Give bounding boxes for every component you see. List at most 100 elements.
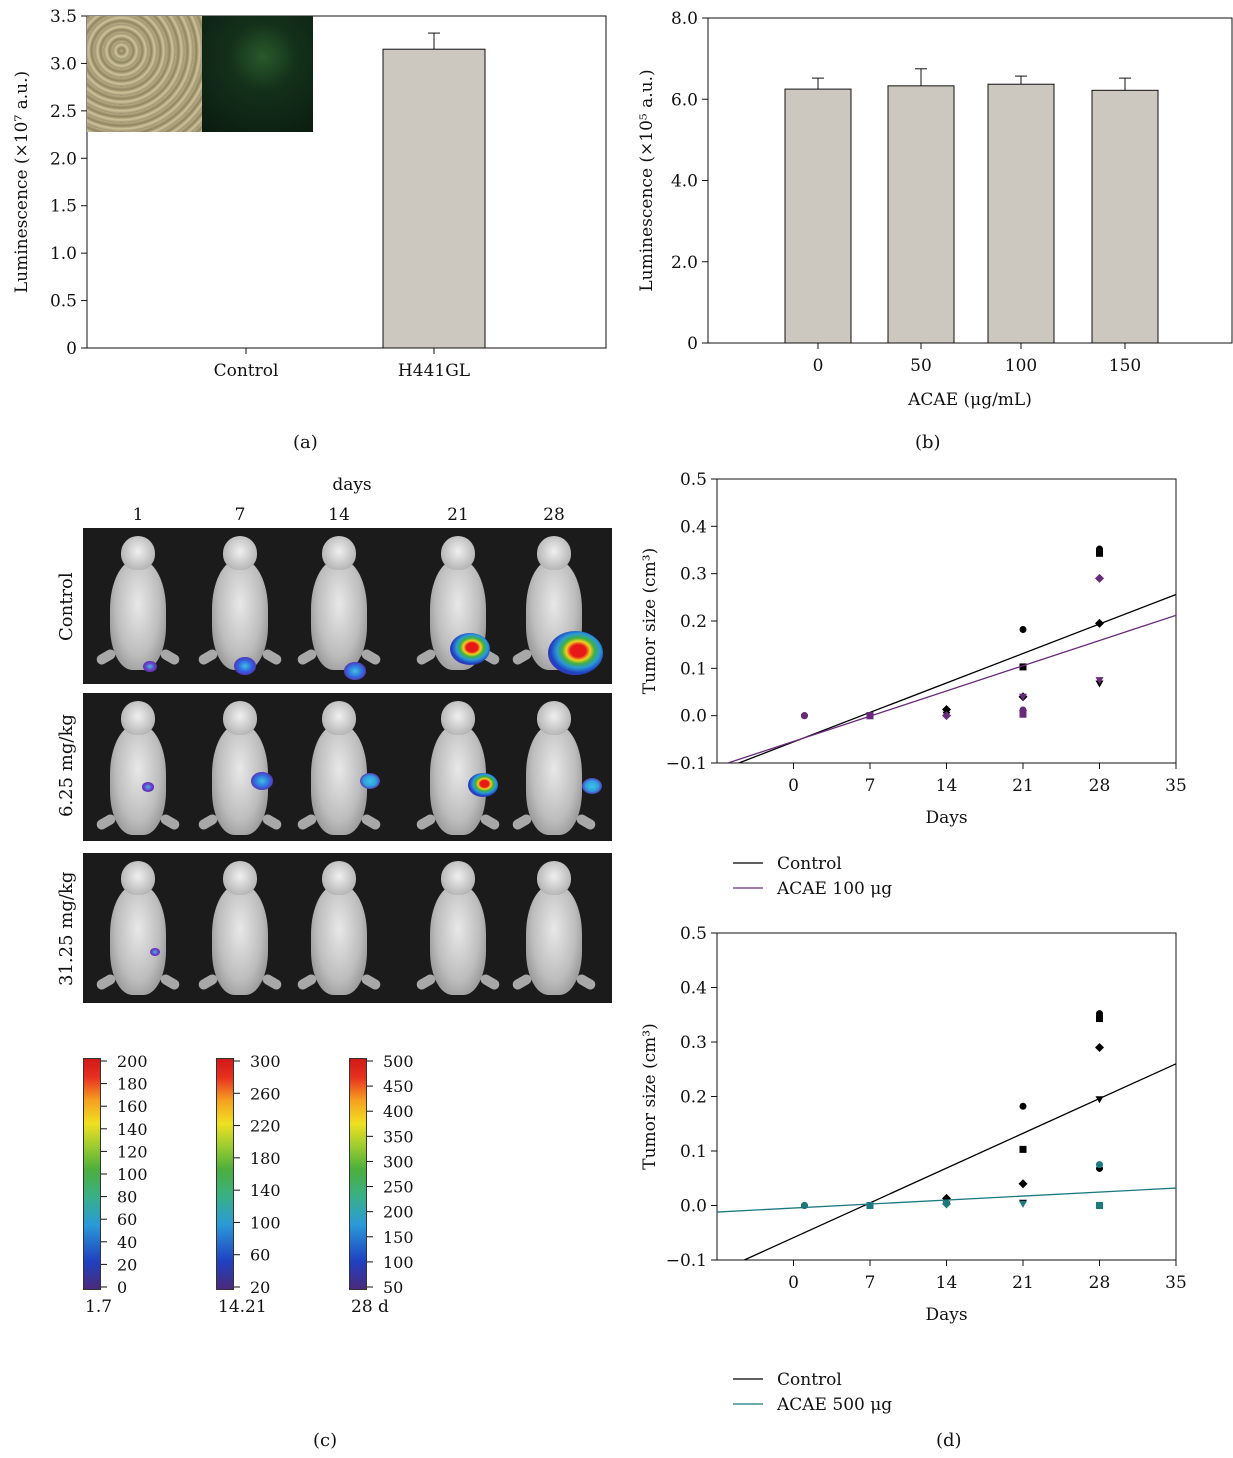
data-point-d-top	[866, 712, 874, 720]
data-point-d-top	[1095, 573, 1104, 583]
mouse-image	[190, 859, 290, 1003]
luminescence-signal	[143, 661, 157, 673]
y-axis-label-a: Luminescence (×10⁷ a.u.)	[12, 71, 32, 293]
data-point-d-bottom	[942, 1199, 951, 1209]
x-tick-label-b: 100	[1005, 356, 1037, 376]
y-tick-label-d-top: 0.2	[680, 612, 707, 632]
x-tick-label-d-top: 7	[865, 776, 876, 796]
y-tick-label-a: 2.5	[50, 102, 77, 122]
x-tick-label-d-bottom: 35	[1165, 1273, 1187, 1293]
data-point-d-bottom	[1096, 1161, 1103, 1169]
data-point-d-top	[1019, 693, 1027, 701]
data-point-d-bottom	[1095, 1042, 1104, 1052]
color-scale-tick-label: 60	[117, 1210, 137, 1229]
y-tick-label-d-bottom: 0.1	[680, 1142, 707, 1162]
y-tick-label-d-top: 0.5	[680, 470, 707, 490]
luminescence-signal	[142, 782, 154, 792]
mouse-image	[408, 859, 508, 1003]
row-label: Control	[56, 572, 77, 641]
luminescence-signal	[234, 657, 256, 675]
days-axis-title: days	[332, 475, 371, 495]
data-point-d-top	[800, 712, 808, 720]
color-scale-caption: 28 d	[351, 1297, 389, 1317]
y-tick-label-b: 6.0	[671, 90, 698, 110]
fluorescence-inset-image	[202, 16, 313, 132]
bar-a-H441GL	[382, 48, 486, 349]
luminescence-signal	[582, 778, 602, 794]
y-tick-label-d-bottom: 0.4	[680, 979, 707, 999]
caption-c: (c)	[313, 1430, 338, 1451]
color-scale-tick-label: 300	[383, 1152, 414, 1171]
data-point-d-bottom	[1096, 1015, 1103, 1023]
color-scale-tick-label: 20	[117, 1255, 137, 1274]
luminescence-signal	[450, 633, 490, 665]
color-scale-tick-label: 20	[250, 1278, 270, 1297]
color-scale-tick-label: 350	[383, 1127, 414, 1146]
y-tick-label-a: 0	[66, 339, 77, 359]
y-tick-label-d-top: −0.1	[666, 754, 707, 774]
mouse-image	[289, 699, 389, 841]
color-scale-tick-label: 450	[383, 1077, 414, 1096]
x-tick-label-d-bottom: 0	[788, 1273, 799, 1293]
x-tick-label-a: Control	[214, 361, 279, 381]
data-point-d-bottom	[866, 1202, 874, 1209]
y-axis-label-b: Luminescence (×10⁵ a.u.)	[637, 69, 657, 291]
mouse-image	[408, 699, 508, 841]
color-scale-tick-label: 60	[250, 1246, 270, 1265]
y-tick-label-a: 2.0	[50, 149, 77, 169]
luminescence-signal	[468, 773, 498, 797]
mouse-image	[190, 699, 290, 841]
data-point-d-top	[1019, 663, 1027, 671]
mouse-image	[88, 699, 188, 841]
y-tick-label-d-top: 0.1	[680, 659, 707, 679]
data-point-d-top	[1095, 618, 1104, 628]
x-tick-label-a: H441GL	[398, 361, 470, 381]
y-tick-label-d-bottom: −0.1	[666, 1251, 707, 1271]
color-scale-bar	[216, 1058, 234, 1290]
y-axis-label-d-top: Tumor size (cm³)	[640, 548, 660, 694]
x-axis-label-d-top: Days	[925, 808, 967, 828]
x-tick-label-b: 150	[1109, 356, 1141, 376]
color-scale-tick-label: 220	[250, 1117, 281, 1136]
luminescence-signal	[251, 772, 273, 790]
color-scale-tick-label: 180	[250, 1149, 281, 1168]
fit-line-ACAE 100 μg	[727, 614, 1176, 763]
data-point-d-top	[1019, 626, 1027, 634]
legend-entry-Control: Control	[777, 1370, 842, 1390]
color-scale-bar	[349, 1058, 367, 1290]
x-tick-label-d-bottom: 28	[1089, 1273, 1111, 1293]
y-tick-label-d-top: 0.0	[680, 707, 707, 727]
caption-a: (a)	[293, 432, 318, 453]
caption-d: (d)	[936, 1430, 962, 1451]
color-scale-tick-label: 300	[250, 1052, 281, 1071]
bar-b-0	[784, 88, 852, 344]
data-point-d-bottom	[1096, 1202, 1103, 1209]
day-label-14: 14	[328, 505, 350, 525]
x-tick-label-b: 0	[813, 356, 824, 376]
color-scale-tick-label: 200	[117, 1052, 148, 1071]
color-scale-tick-label: 200	[383, 1203, 414, 1222]
legend-entry-ACAE 500 μg: ACAE 500 μg	[776, 1395, 892, 1415]
color-scale-tick-label: 100	[383, 1253, 414, 1272]
x-tick-label-d-top: 14	[936, 776, 958, 796]
color-scale-tick-label: 140	[250, 1181, 281, 1200]
fit-line-Control	[744, 1063, 1176, 1260]
y-tick-label-a: 0.5	[50, 292, 77, 312]
y-tick-label-b: 8.0	[671, 9, 698, 29]
x-tick-label-d-bottom: 7	[865, 1273, 876, 1293]
data-point-d-top	[1096, 549, 1103, 557]
color-scale-caption: 1.7	[85, 1297, 112, 1317]
data-point-d-bottom	[1019, 1102, 1027, 1110]
y-tick-label-d-top: 0.3	[680, 565, 707, 585]
y-tick-label-d-bottom: 0.0	[680, 1197, 707, 1217]
bar-b-100	[987, 83, 1055, 344]
mouse-image	[88, 534, 188, 684]
color-scale-tick-label: 50	[383, 1278, 403, 1297]
luminescence-signal	[360, 773, 380, 789]
day-label-28: 28	[543, 505, 565, 525]
imaging-row-2	[83, 693, 612, 841]
y-tick-label-b: 0	[687, 334, 698, 354]
x-axis-label-b: ACAE (μg/mL)	[907, 390, 1032, 410]
y-tick-label-a: 1.5	[50, 197, 77, 217]
data-point-d-bottom	[1095, 1096, 1104, 1104]
